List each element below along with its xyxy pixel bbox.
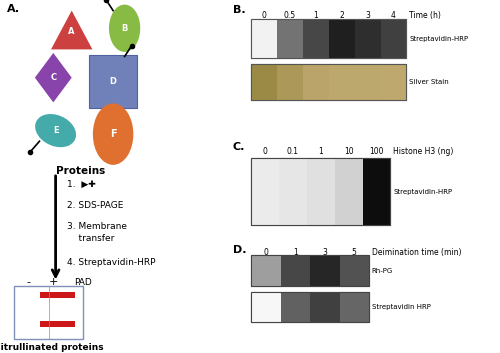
Bar — [251, 255, 369, 286]
Bar — [334, 158, 362, 225]
Bar — [340, 255, 369, 286]
Bar — [303, 64, 329, 100]
Text: +: + — [48, 277, 58, 287]
Text: Streptavidin HRP: Streptavidin HRP — [372, 304, 430, 310]
Text: C.: C. — [232, 142, 245, 152]
Bar — [14, 286, 83, 339]
Bar — [340, 292, 369, 322]
Text: 4. Streptavidin-HRP: 4. Streptavidin-HRP — [67, 258, 156, 267]
Text: Proteins: Proteins — [56, 166, 106, 176]
Bar — [251, 19, 406, 58]
Text: 1: 1 — [318, 147, 323, 156]
Text: D: D — [110, 77, 116, 86]
Text: 3: 3 — [322, 248, 327, 257]
Text: 0: 0 — [264, 248, 268, 257]
Bar — [251, 158, 390, 225]
Text: 100: 100 — [369, 147, 384, 156]
Bar — [251, 158, 279, 225]
Bar — [329, 64, 354, 100]
Bar — [310, 255, 340, 286]
Bar — [251, 292, 369, 322]
Bar — [277, 19, 303, 58]
Bar — [354, 19, 380, 58]
Bar — [380, 64, 406, 100]
Bar — [329, 19, 354, 58]
Text: Citrullinated proteins: Citrullinated proteins — [0, 343, 104, 352]
Text: 2: 2 — [340, 11, 344, 20]
Bar — [279, 158, 307, 225]
Bar — [251, 255, 280, 286]
Bar — [251, 64, 406, 100]
Text: 0.1: 0.1 — [287, 147, 299, 156]
Text: Deimination time (min): Deimination time (min) — [372, 248, 461, 257]
Bar — [380, 19, 406, 58]
Text: 1.  ▶✚: 1. ▶✚ — [67, 180, 96, 189]
Text: Histone H3 (ng): Histone H3 (ng) — [393, 147, 454, 156]
Text: 4: 4 — [391, 11, 396, 20]
Polygon shape — [51, 11, 92, 49]
Bar — [251, 255, 369, 286]
Text: 1: 1 — [293, 248, 298, 257]
Bar — [40, 292, 75, 298]
Ellipse shape — [35, 114, 76, 147]
FancyBboxPatch shape — [89, 55, 137, 108]
Bar — [280, 292, 310, 322]
Text: 0: 0 — [262, 147, 268, 156]
Text: Rh-PG: Rh-PG — [372, 268, 393, 274]
Text: 3: 3 — [365, 11, 370, 20]
Text: C: C — [50, 73, 56, 82]
Text: 0.5: 0.5 — [284, 11, 296, 20]
Bar — [280, 255, 310, 286]
Bar — [40, 321, 75, 327]
Text: Streptavidin-HRP: Streptavidin-HRP — [393, 189, 452, 195]
Text: 1: 1 — [314, 11, 318, 20]
Text: B.: B. — [232, 5, 245, 15]
Text: B: B — [122, 24, 128, 33]
Bar — [362, 158, 390, 225]
Polygon shape — [35, 53, 72, 102]
Text: D.: D. — [232, 245, 246, 255]
Circle shape — [110, 5, 140, 51]
Text: Streptavidin-HRP: Streptavidin-HRP — [409, 36, 468, 42]
Bar — [251, 19, 406, 58]
Text: 2. SDS-PAGE: 2. SDS-PAGE — [67, 201, 124, 210]
Bar — [310, 292, 340, 322]
Text: 3. Membrane
    transfer: 3. Membrane transfer — [67, 222, 127, 243]
Bar — [251, 19, 277, 58]
Text: Time (h): Time (h) — [409, 11, 441, 20]
Text: A: A — [68, 27, 75, 36]
Text: F: F — [110, 129, 116, 139]
Text: PAD: PAD — [74, 278, 92, 287]
Bar — [251, 64, 277, 100]
Text: E: E — [53, 126, 59, 135]
Text: 10: 10 — [344, 147, 354, 156]
Bar — [354, 64, 380, 100]
Bar — [251, 292, 369, 322]
Bar — [251, 158, 390, 225]
Bar — [303, 19, 329, 58]
Bar — [307, 158, 334, 225]
Text: -: - — [26, 277, 30, 287]
Text: 5: 5 — [352, 248, 356, 257]
Text: 0: 0 — [262, 11, 266, 20]
Text: Silver Stain: Silver Stain — [409, 79, 449, 85]
Bar — [251, 292, 280, 322]
Bar — [251, 64, 406, 100]
Circle shape — [94, 104, 132, 164]
Bar — [277, 64, 303, 100]
Text: A.: A. — [8, 4, 20, 13]
